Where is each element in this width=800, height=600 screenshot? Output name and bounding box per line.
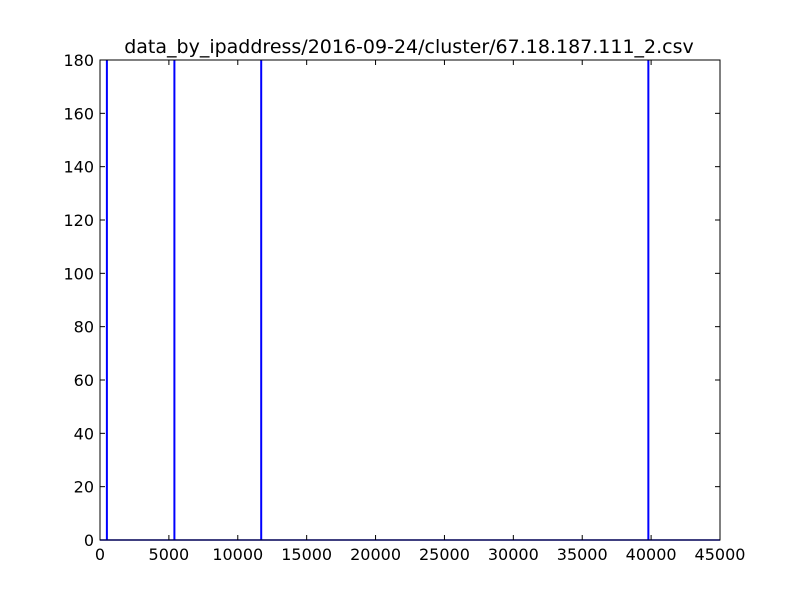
x-tick-label: 40000 bbox=[626, 545, 677, 564]
chart-title: data_by_ipaddress/2016-09-24/cluster/67.… bbox=[124, 36, 694, 58]
y-tick-label: 60 bbox=[74, 371, 94, 390]
y-tick-label: 180 bbox=[63, 51, 94, 70]
ticks-group: 0 5000 10000 15000 20000 25000 30000 35000 40000… bbox=[63, 51, 745, 564]
y-tick-label: 20 bbox=[74, 478, 94, 497]
x-tick-label: 5000 bbox=[149, 545, 190, 564]
x-tick-label: 0 bbox=[95, 545, 105, 564]
x-tick-label: 20000 bbox=[350, 545, 401, 564]
y-tick-label: 80 bbox=[74, 318, 94, 337]
x-tick-label: 35000 bbox=[557, 545, 608, 564]
x-tick-label: 15000 bbox=[281, 545, 332, 564]
y-tick-label: 100 bbox=[63, 264, 94, 283]
y-tick-label: 140 bbox=[63, 158, 94, 177]
x-tick-label: 30000 bbox=[488, 545, 539, 564]
y-tick-label: 40 bbox=[74, 424, 94, 443]
plot-area bbox=[100, 60, 720, 540]
plot-frame bbox=[99, 59, 721, 541]
x-tick-label: 25000 bbox=[419, 545, 470, 564]
y-tick-label: 120 bbox=[63, 211, 94, 230]
x-tick-label: 45000 bbox=[695, 545, 746, 564]
x-tick-label: 10000 bbox=[212, 545, 263, 564]
y-tick-label: 160 bbox=[63, 104, 94, 123]
y-tick-label: 0 bbox=[84, 531, 94, 550]
